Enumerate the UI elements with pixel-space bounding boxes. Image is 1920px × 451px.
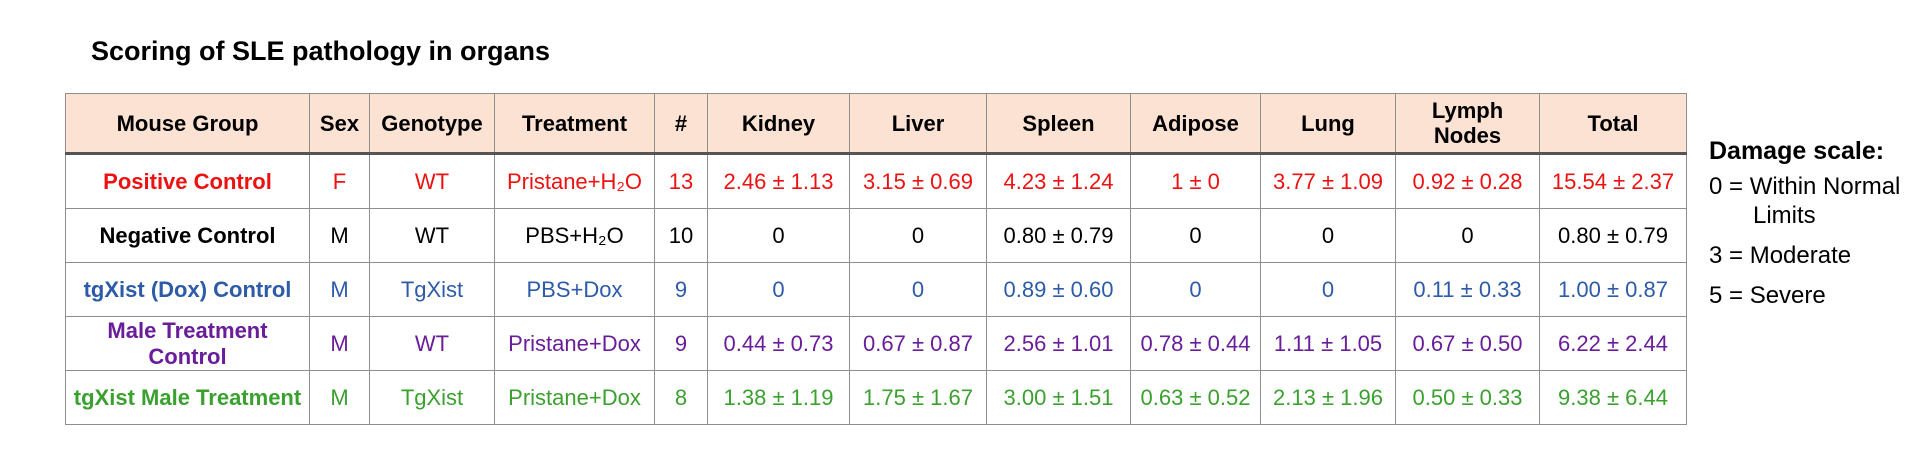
cell-liver: 0: [849, 262, 987, 317]
cell-treatment: PBS+H₂O: [494, 208, 655, 263]
header-lymph-nodes: Lymph Nodes: [1395, 93, 1540, 155]
header-spleen: Spleen: [986, 93, 1131, 155]
legend-item-continuation: Limits: [1753, 202, 1816, 229]
cell-total: 0.80 ± 0.79: [1539, 208, 1687, 263]
cell-adipose: 0: [1130, 208, 1261, 263]
header-lung: Lung: [1260, 93, 1396, 155]
cell-lung: 0: [1260, 262, 1396, 317]
cell-lymph-nodes: 0.11 ± 0.33: [1395, 262, 1540, 317]
cell-count: 8: [654, 370, 708, 425]
cell-sex: M: [309, 262, 370, 317]
table-row: Male Treatment Control M WT Pristane+Dox 9 0.…: [65, 316, 1687, 371]
header-count: #: [654, 93, 708, 155]
cell-genotype: WT: [369, 153, 495, 209]
legend-item-text: 3 = Moderate: [1709, 242, 1852, 269]
cell-sex: M: [309, 370, 370, 425]
cell-liver: 3.15 ± 0.69: [849, 153, 987, 209]
cell-mouse-group: Male Treatment Control: [65, 316, 310, 371]
table-row: tgXist (Dox) Control M TgXist PBS+Dox 9 0 0 0.8…: [65, 262, 1687, 317]
cell-spleen: 0.89 ± 0.60: [986, 262, 1131, 317]
cell-lung: 1.11 ± 1.05: [1260, 316, 1396, 371]
cell-kidney: 1.38 ± 1.19: [707, 370, 850, 425]
legend-item-text: 5 = Severe: [1709, 282, 1826, 309]
cell-kidney: 0: [707, 208, 850, 263]
pathology-score-table: Mouse Group Sex Genotype Treatment # Kid…: [65, 93, 1687, 425]
cell-spleen: 0.80 ± 0.79: [986, 208, 1131, 263]
cell-lymph-nodes: 0: [1395, 208, 1540, 263]
cell-spleen: 3.00 ± 1.51: [986, 370, 1131, 425]
cell-adipose: 1 ± 0: [1130, 153, 1261, 209]
cell-total: 1.00 ± 0.87: [1539, 262, 1687, 317]
cell-count: 9: [654, 316, 708, 371]
legend-item: 0 = Within Normal Limits: [1709, 172, 1900, 230]
cell-count: 9: [654, 262, 708, 317]
cell-sex: F: [309, 153, 370, 209]
legend-item: 3 = Moderate: [1709, 241, 1900, 270]
cell-adipose: 0: [1130, 262, 1261, 317]
cell-lymph-nodes: 0.92 ± 0.28: [1395, 153, 1540, 209]
cell-treatment: Pristane+Dox: [494, 316, 655, 371]
cell-spleen: 4.23 ± 1.24: [986, 153, 1131, 209]
cell-count: 13: [654, 153, 708, 209]
cell-adipose: 0.78 ± 0.44: [1130, 316, 1261, 371]
cell-count: 10: [654, 208, 708, 263]
cell-treatment: Pristane+H₂O: [494, 153, 655, 209]
cell-kidney: 2.46 ± 1.13: [707, 153, 850, 209]
table-row: Positive Control F WT Pristane+H₂O 13 2.46 ± …: [65, 153, 1687, 209]
cell-liver: 0.67 ± 0.87: [849, 316, 987, 371]
cell-lymph-nodes: 0.50 ± 0.33: [1395, 370, 1540, 425]
cell-treatment: PBS+Dox: [494, 262, 655, 317]
header-sex: Sex: [309, 93, 370, 155]
cell-liver: 1.75 ± 1.67: [849, 370, 987, 425]
header-adipose: Adipose: [1130, 93, 1261, 155]
cell-liver: 0: [849, 208, 987, 263]
cell-mouse-group: Negative Control: [65, 208, 310, 263]
cell-lung: 3.77 ± 1.09: [1260, 153, 1396, 209]
header-mouse-group: Mouse Group: [65, 93, 310, 155]
cell-lung: 0: [1260, 208, 1396, 263]
header-kidney: Kidney: [707, 93, 850, 155]
cell-kidney: 0: [707, 262, 850, 317]
header-liver: Liver: [849, 93, 987, 155]
header-genotype: Genotype: [369, 93, 495, 155]
header-treatment: Treatment: [494, 93, 655, 155]
legend-item: 5 = Severe: [1709, 281, 1900, 310]
cell-mouse-group: Positive Control: [65, 153, 310, 209]
cell-lung: 2.13 ± 1.96: [1260, 370, 1396, 425]
header-total: Total: [1539, 93, 1687, 155]
cell-total: 6.22 ± 2.44: [1539, 316, 1687, 371]
table-row: tgXist Male Treatment M TgXist Pristane+Dox…: [65, 370, 1687, 425]
cell-spleen: 2.56 ± 1.01: [986, 316, 1131, 371]
cell-treatment: Pristane+Dox: [494, 370, 655, 425]
page-title: Scoring of SLE pathology in organs: [91, 36, 551, 66]
cell-mouse-group: tgXist (Dox) Control: [65, 262, 310, 317]
cell-mouse-group: tgXist Male Treatment: [65, 370, 310, 425]
cell-total: 9.38 ± 6.44: [1539, 370, 1687, 425]
cell-genotype: TgXist: [369, 370, 495, 425]
table-row: Negative Control M WT PBS+H₂O 10 0 0 0.80 ± 0.7…: [65, 208, 1687, 263]
cell-total: 15.54 ± 2.37: [1539, 153, 1687, 209]
legend-item-text: 0 = Within Normal: [1709, 173, 1901, 200]
cell-lymph-nodes: 0.67 ± 0.50: [1395, 316, 1540, 371]
damage-scale-legend: Damage scale: 0 = Within Normal Limits 3…: [1709, 137, 1900, 321]
cell-genotype: TgXist: [369, 262, 495, 317]
cell-adipose: 0.63 ± 0.52: [1130, 370, 1261, 425]
cell-sex: M: [309, 316, 370, 371]
cell-sex: M: [309, 208, 370, 263]
legend-title: Damage scale:: [1709, 137, 1885, 165]
table-header-row: Mouse Group Sex Genotype Treatment # Kid…: [65, 93, 1687, 155]
cell-genotype: WT: [369, 208, 495, 263]
cell-genotype: WT: [369, 316, 495, 371]
cell-kidney: 0.44 ± 0.73: [707, 316, 850, 371]
